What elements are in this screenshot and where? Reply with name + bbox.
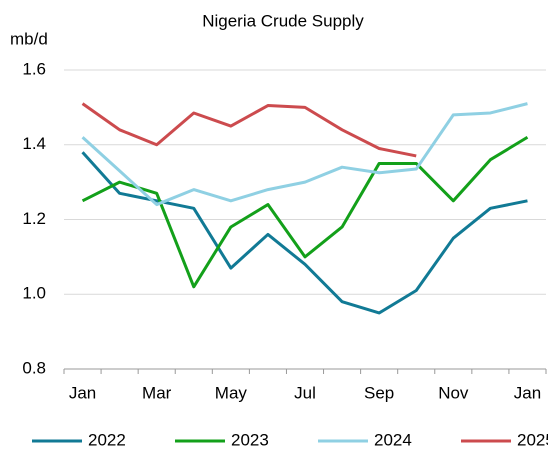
- y-axis-label: mb/d: [10, 29, 48, 48]
- y-tick-label: 1.6: [22, 59, 46, 78]
- x-tick-label: Jan: [69, 383, 96, 402]
- y-tick-label: 0.8: [22, 358, 46, 377]
- x-tick-label: Jul: [294, 383, 316, 402]
- x-tick-label: Nov: [438, 383, 469, 402]
- legend-label: 2023: [231, 430, 269, 449]
- legend-label: 2022: [88, 430, 126, 449]
- legend-label: 2024: [374, 430, 412, 449]
- series-line: [81, 135, 529, 289]
- x-tick-label: Sep: [364, 383, 394, 402]
- chart-title: Nigeria Crude Supply: [202, 11, 364, 30]
- x-tick-label: Mar: [142, 383, 172, 402]
- series-line: [81, 102, 528, 207]
- series-line: [81, 102, 417, 158]
- y-tick-label: 1.0: [22, 284, 46, 303]
- x-tick-label: May: [215, 383, 248, 402]
- x-tick-label: Jan: [514, 383, 541, 402]
- y-tick-label: 1.4: [22, 134, 46, 153]
- legend-label: 2025: [517, 430, 548, 449]
- series-line: [81, 151, 528, 315]
- y-tick-label: 1.2: [22, 209, 46, 228]
